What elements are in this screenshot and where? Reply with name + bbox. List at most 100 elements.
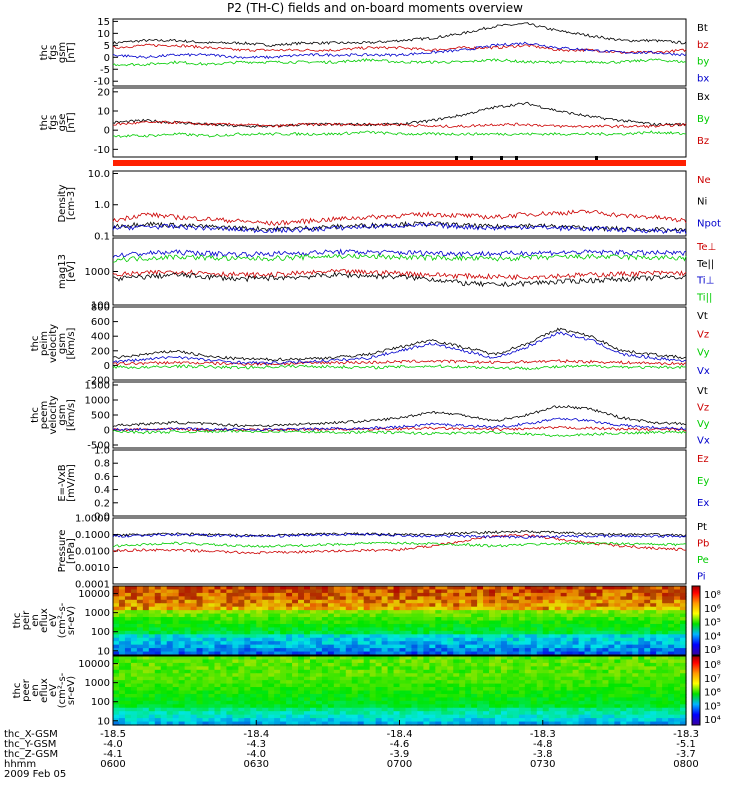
legend-pb: Pb bbox=[697, 539, 709, 550]
spectrogram-cell bbox=[441, 683, 448, 688]
spectrogram-cell bbox=[524, 586, 532, 591]
spectrogram-cell bbox=[387, 718, 395, 723]
spectrogram-cell bbox=[280, 656, 287, 661]
spectrogram-cell bbox=[542, 589, 550, 594]
spectrogram-cell bbox=[638, 687, 645, 692]
spectrogram-cell bbox=[506, 620, 514, 625]
spectrogram-cell bbox=[512, 683, 520, 688]
spectrogram-cell bbox=[136, 603, 144, 608]
spectrogram-cell bbox=[542, 634, 550, 639]
spectrogram-cell bbox=[620, 718, 627, 723]
spectrogram-cell bbox=[489, 596, 496, 601]
spectrogram-cell bbox=[244, 669, 251, 674]
spectrogram-cell bbox=[554, 704, 562, 709]
y-axis-label: (cm²-s- bbox=[57, 602, 68, 638]
spectrogram-cell bbox=[489, 586, 496, 591]
spectrogram-cell bbox=[638, 634, 645, 639]
spectrogram-cell bbox=[345, 693, 353, 698]
spectrogram-cell bbox=[292, 676, 299, 681]
spectrogram-cell bbox=[512, 641, 520, 646]
spectrogram-cell bbox=[268, 687, 275, 692]
spectrogram-cell bbox=[113, 704, 120, 709]
spectrogram-cell bbox=[680, 596, 687, 601]
spectrogram-cell bbox=[256, 656, 263, 661]
spectrogram-cell bbox=[309, 599, 317, 604]
spectrogram-cell bbox=[495, 648, 502, 653]
spectrogram-cell bbox=[590, 630, 598, 635]
spectrogram-cell bbox=[441, 714, 448, 719]
spectrogram-cell bbox=[256, 592, 263, 597]
spectrogram-cell bbox=[369, 617, 377, 622]
spectrogram-cell bbox=[274, 634, 281, 639]
spectrogram-cell bbox=[148, 662, 156, 667]
spectrogram-cell bbox=[238, 680, 245, 685]
y-axis-label: (cm²-s- bbox=[57, 672, 68, 708]
spectrogram-cell bbox=[500, 666, 508, 671]
spectrogram-cell bbox=[333, 676, 341, 681]
spectrogram-cell bbox=[381, 687, 389, 692]
spectrogram-cell bbox=[214, 683, 222, 688]
spectrogram-cell bbox=[471, 693, 478, 698]
spectrogram-cell bbox=[542, 666, 550, 671]
spectrogram-cell bbox=[584, 707, 592, 712]
spectrogram-cell bbox=[548, 676, 556, 681]
spectrogram-cell bbox=[566, 592, 574, 597]
spectrogram-cell bbox=[309, 606, 317, 611]
spectrogram-cell bbox=[148, 606, 156, 611]
spectrogram-cell bbox=[638, 623, 645, 628]
spectrogram-cell bbox=[554, 718, 562, 723]
spectrogram-cell bbox=[602, 651, 610, 656]
spectrogram-cell bbox=[674, 714, 681, 719]
spectrogram-cell bbox=[214, 603, 222, 608]
spectrogram-cell bbox=[626, 693, 633, 698]
spectrogram-cell bbox=[369, 676, 377, 681]
spectrogram-cell bbox=[220, 599, 228, 604]
spectrogram-cell bbox=[423, 704, 430, 709]
spectrogram-cell bbox=[136, 634, 144, 639]
spectrogram-cell bbox=[178, 676, 186, 681]
spectrogram-cell bbox=[483, 634, 490, 639]
spectrogram-cell bbox=[668, 690, 675, 695]
spectrogram-cell bbox=[453, 630, 460, 635]
spectrogram-cell bbox=[262, 630, 269, 635]
spectrogram-cell bbox=[333, 613, 341, 618]
spectrogram-cell bbox=[166, 651, 174, 656]
spectrogram-cell bbox=[584, 620, 592, 625]
spectrogram-cell bbox=[238, 669, 245, 674]
spectrogram-cell bbox=[566, 599, 574, 604]
spectrogram-cell bbox=[309, 680, 317, 685]
spectrogram-cell bbox=[357, 599, 365, 604]
spectrogram-cell bbox=[429, 586, 436, 591]
spectrogram-cell bbox=[232, 676, 239, 681]
spectrogram-cell bbox=[495, 687, 502, 692]
spectrogram-cell bbox=[650, 634, 657, 639]
spectrogram-cell bbox=[680, 680, 687, 685]
spectrogram-cell bbox=[608, 586, 615, 591]
spectrogram-cell bbox=[268, 596, 275, 601]
spectrogram-cell bbox=[232, 718, 239, 723]
spectrogram-cell bbox=[315, 662, 323, 667]
y-tick-label: 10.0 bbox=[88, 169, 110, 180]
spectrogram-cell bbox=[190, 603, 198, 608]
spectrogram-cell bbox=[381, 630, 389, 635]
spectrogram-cell bbox=[315, 707, 323, 712]
spectrogram-cell bbox=[166, 662, 174, 667]
spectrogram-cell bbox=[530, 589, 538, 594]
spectrogram-cell bbox=[459, 697, 466, 702]
spectrogram-cell bbox=[357, 662, 365, 667]
spectrogram-cell bbox=[262, 714, 269, 719]
series-line-bz bbox=[112, 120, 687, 129]
spectrogram-cell bbox=[471, 656, 478, 661]
spectrogram-cell bbox=[536, 693, 544, 698]
spectrogram-cell bbox=[662, 641, 669, 646]
spectrogram-cell bbox=[638, 659, 645, 664]
spectrogram-cell bbox=[483, 641, 490, 646]
spectrogram-cell bbox=[554, 714, 562, 719]
spectrogram-cell bbox=[680, 648, 687, 653]
spectrogram-cell bbox=[118, 592, 126, 597]
spectrogram-cell bbox=[292, 617, 299, 622]
spectrogram-cell bbox=[172, 683, 180, 688]
spectrogram-cell bbox=[542, 610, 550, 615]
y-tick-label: 10 bbox=[97, 29, 110, 40]
spectrogram-cell bbox=[572, 651, 580, 656]
